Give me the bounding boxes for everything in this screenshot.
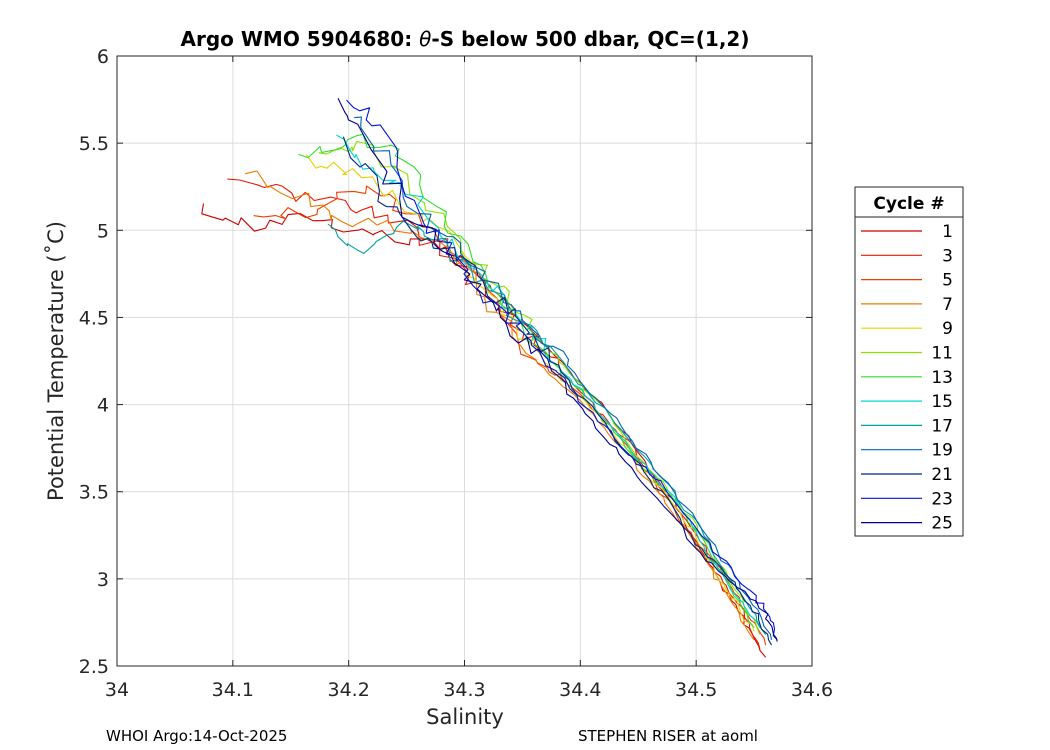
y-tick-label: 5.5 [79, 133, 109, 155]
legend-label-cycle-3: 3 [942, 246, 953, 266]
legend-label-cycle-11: 11 [931, 344, 953, 364]
legend-label-cycle-21: 21 [931, 465, 953, 485]
y-tick-label: 4.5 [79, 307, 109, 329]
ticks: 34 34.1 34.2 34.3 34.4 34.5 34.6 2.5 3 3.5 4 4.5 5 5.… [79, 46, 833, 701]
legend-label-cycle-19: 19 [931, 441, 953, 461]
chart-title-symbol: θ [419, 27, 431, 51]
legend-label-cycle-13: 13 [931, 368, 953, 388]
series-line-cycle-7 [245, 170, 755, 641]
x-tick-label: 34.6 [791, 679, 833, 701]
footer-right: STEPHEN RISER at aoml [578, 727, 758, 745]
x-axis-label: Salinity [426, 705, 504, 729]
plot-area: 34 34.1 34.2 34.3 34.4 34.5 34.6 2.5 3 3.5 4 4.5 5 5.… [79, 46, 833, 701]
legend-label-cycle-5: 5 [942, 271, 953, 291]
series-line-cycle-23 [346, 99, 778, 641]
series-line-cycle-19 [354, 116, 773, 641]
y-tick-label: 2.5 [79, 656, 109, 678]
legend-title: Cycle # [873, 194, 944, 214]
series-line-cycle-17 [327, 220, 767, 635]
x-tick-label: 34.1 [212, 679, 254, 701]
legend-label-cycle-15: 15 [931, 392, 953, 412]
x-tick-label: 34 [105, 679, 129, 701]
chart-title-prefix: Argo WMO 5904680: [181, 27, 420, 51]
chart-title: Argo WMO 5904680: θ-S below 500 dbar, QC… [181, 27, 750, 51]
series-line-cycle-21 [342, 136, 772, 646]
chart-title-suffix: -S below 500 dbar, QC=(1,2) [431, 27, 749, 51]
y-tick-label: 3.5 [79, 482, 109, 504]
legend-label-cycle-7: 7 [942, 295, 953, 315]
legend-label-cycle-9: 9 [942, 319, 953, 339]
legend-box [854, 186, 964, 537]
footer-left: WHOI Argo:14-Oct-2025 [106, 727, 287, 745]
series-layer [201, 97, 778, 658]
x-tick-label: 34.3 [443, 679, 485, 701]
legend-label-cycle-17: 17 [931, 416, 953, 436]
y-tick-label: 6 [97, 46, 109, 68]
y-tick-label: 5 [97, 220, 109, 242]
legend-label-cycle-1: 1 [942, 222, 953, 242]
legend-label-cycle-23: 23 [931, 489, 953, 509]
x-tick-label: 34.4 [559, 679, 601, 701]
series-line-cycle-5 [253, 185, 767, 646]
x-tick-label: 34.2 [328, 679, 370, 701]
y-tick-label: 4 [97, 395, 109, 417]
x-tick-label: 34.5 [675, 679, 717, 701]
y-axis-label: Potential Temperature (˚C) [44, 221, 68, 501]
legend-label-cycle-25: 25 [931, 514, 953, 534]
y-tick-label: 3 [97, 569, 109, 591]
series-line-cycle-25 [337, 97, 778, 642]
